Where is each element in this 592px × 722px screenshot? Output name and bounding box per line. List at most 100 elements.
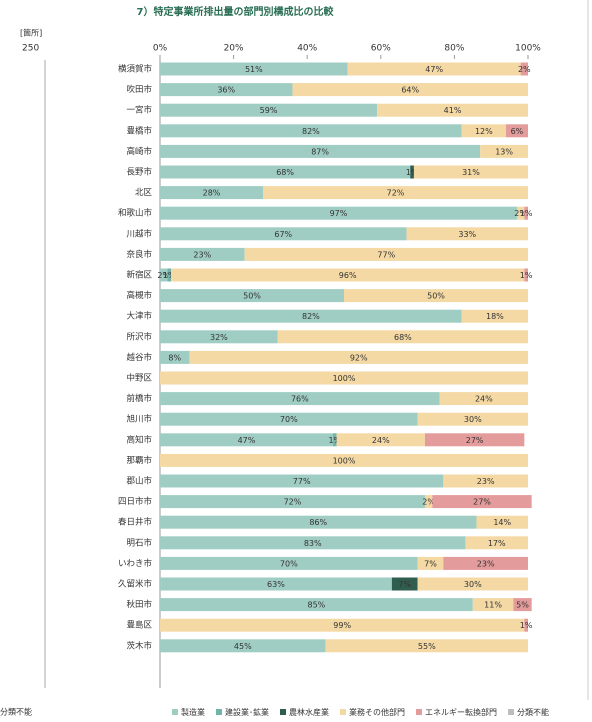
bar-segment — [439, 392, 528, 406]
value-label: 100% — [333, 374, 356, 383]
category-label: 所沢市 — [126, 331, 152, 342]
bar-segment — [461, 124, 506, 138]
value-label: 55% — [418, 642, 436, 651]
value-label: 72% — [284, 498, 302, 507]
value-label: 28% — [203, 189, 221, 198]
legend-swatch — [340, 709, 346, 715]
value-label: 1% — [520, 209, 533, 218]
bar-segment — [336, 433, 425, 447]
bar-segment — [160, 577, 392, 591]
bar-segment — [160, 350, 190, 364]
value-label: 1% — [163, 271, 176, 280]
bar-segment — [160, 124, 462, 138]
value-label: 77% — [293, 477, 311, 486]
value-label: 72% — [387, 189, 405, 198]
bar-segment — [160, 412, 418, 426]
bar-segment — [413, 165, 528, 179]
value-label: 50% — [427, 292, 445, 301]
value-label: 14% — [493, 518, 511, 527]
bar-segment — [461, 309, 528, 323]
category-label: 秋田市 — [126, 599, 152, 610]
value-label: 97% — [330, 209, 348, 218]
value-label: 27% — [473, 498, 491, 507]
bar-segment — [160, 289, 344, 303]
bar-segment — [391, 577, 418, 591]
bar-segment — [524, 268, 528, 282]
value-label: 30% — [464, 415, 482, 424]
x-tick-label: 0% — [153, 44, 168, 54]
value-label: 86% — [309, 518, 327, 527]
value-label: 18% — [486, 312, 504, 321]
bar-segment — [443, 474, 528, 488]
category-label: 春日井市 — [118, 517, 153, 528]
fragment-tick: 250 — [22, 44, 39, 54]
bar-segment — [443, 556, 528, 570]
category-label: いわき市 — [118, 558, 153, 569]
bar-segment — [410, 165, 414, 179]
legend-label: 業務その他部門 — [349, 707, 405, 717]
category-label: 奈良市 — [126, 249, 152, 260]
category-label: 四日市市 — [118, 496, 153, 507]
bar-segment — [377, 103, 528, 117]
bar-segment — [160, 392, 440, 406]
value-label: 1% — [328, 436, 341, 445]
bar-segment — [424, 495, 433, 509]
bar-segment — [160, 165, 411, 179]
bar-segment — [472, 598, 514, 612]
fragment-unit: [箇所] — [20, 28, 42, 38]
bar-segment — [171, 268, 525, 282]
bar-segment — [160, 371, 528, 385]
category-label: 茨木市 — [126, 640, 152, 651]
value-label: 36% — [217, 86, 235, 95]
value-label: 6% — [511, 127, 524, 136]
category-label: 高知市 — [126, 434, 152, 445]
bar-segment — [417, 556, 444, 570]
value-label: 47% — [238, 436, 256, 445]
value-label: 7% — [424, 559, 437, 568]
legend-label: 分類不能 — [517, 707, 549, 717]
bar-segment — [160, 330, 278, 344]
value-label: 87% — [311, 147, 329, 156]
category-label: 前橋市 — [126, 393, 152, 404]
category-label: 長野市 — [126, 167, 152, 178]
value-label: 1% — [520, 621, 533, 630]
bar-segment — [160, 598, 473, 612]
value-label: 82% — [302, 127, 320, 136]
value-label: 23% — [477, 477, 495, 486]
value-label: 30% — [464, 580, 482, 589]
value-label: 23% — [193, 250, 211, 259]
bar-segment — [505, 124, 528, 138]
bar-segment — [465, 536, 528, 550]
bar-segment — [347, 62, 521, 76]
value-label: 1% — [406, 168, 419, 177]
bar-segment — [263, 186, 528, 200]
category-label: 越谷市 — [126, 352, 152, 363]
bar-segment — [160, 206, 517, 220]
bar-segment — [160, 474, 444, 488]
value-label: 1% — [520, 271, 533, 280]
value-label: 17% — [488, 539, 506, 548]
value-label: 83% — [304, 539, 322, 548]
bar-segment — [524, 618, 528, 632]
bar-segment — [292, 83, 528, 97]
category-label: 新宿区 — [126, 270, 152, 281]
bar-segment — [160, 103, 378, 117]
bar-segment — [160, 639, 326, 653]
bar-segment — [480, 144, 528, 158]
bar-segment — [160, 83, 293, 97]
bar-segment — [160, 453, 528, 467]
bar-segment — [189, 350, 528, 364]
value-label: 76% — [291, 395, 309, 404]
value-label: 24% — [372, 436, 390, 445]
value-label: 13% — [495, 147, 513, 156]
value-label: 23% — [477, 559, 495, 568]
x-tick-label: 40% — [297, 44, 317, 54]
category-label: 北区 — [135, 188, 153, 198]
value-label: 5% — [516, 601, 529, 610]
legend-label: エネルギー転換部門 — [425, 707, 497, 717]
category-label: 一宮市 — [126, 105, 152, 116]
bar-segment — [160, 62, 348, 76]
value-label: 27% — [466, 436, 484, 445]
